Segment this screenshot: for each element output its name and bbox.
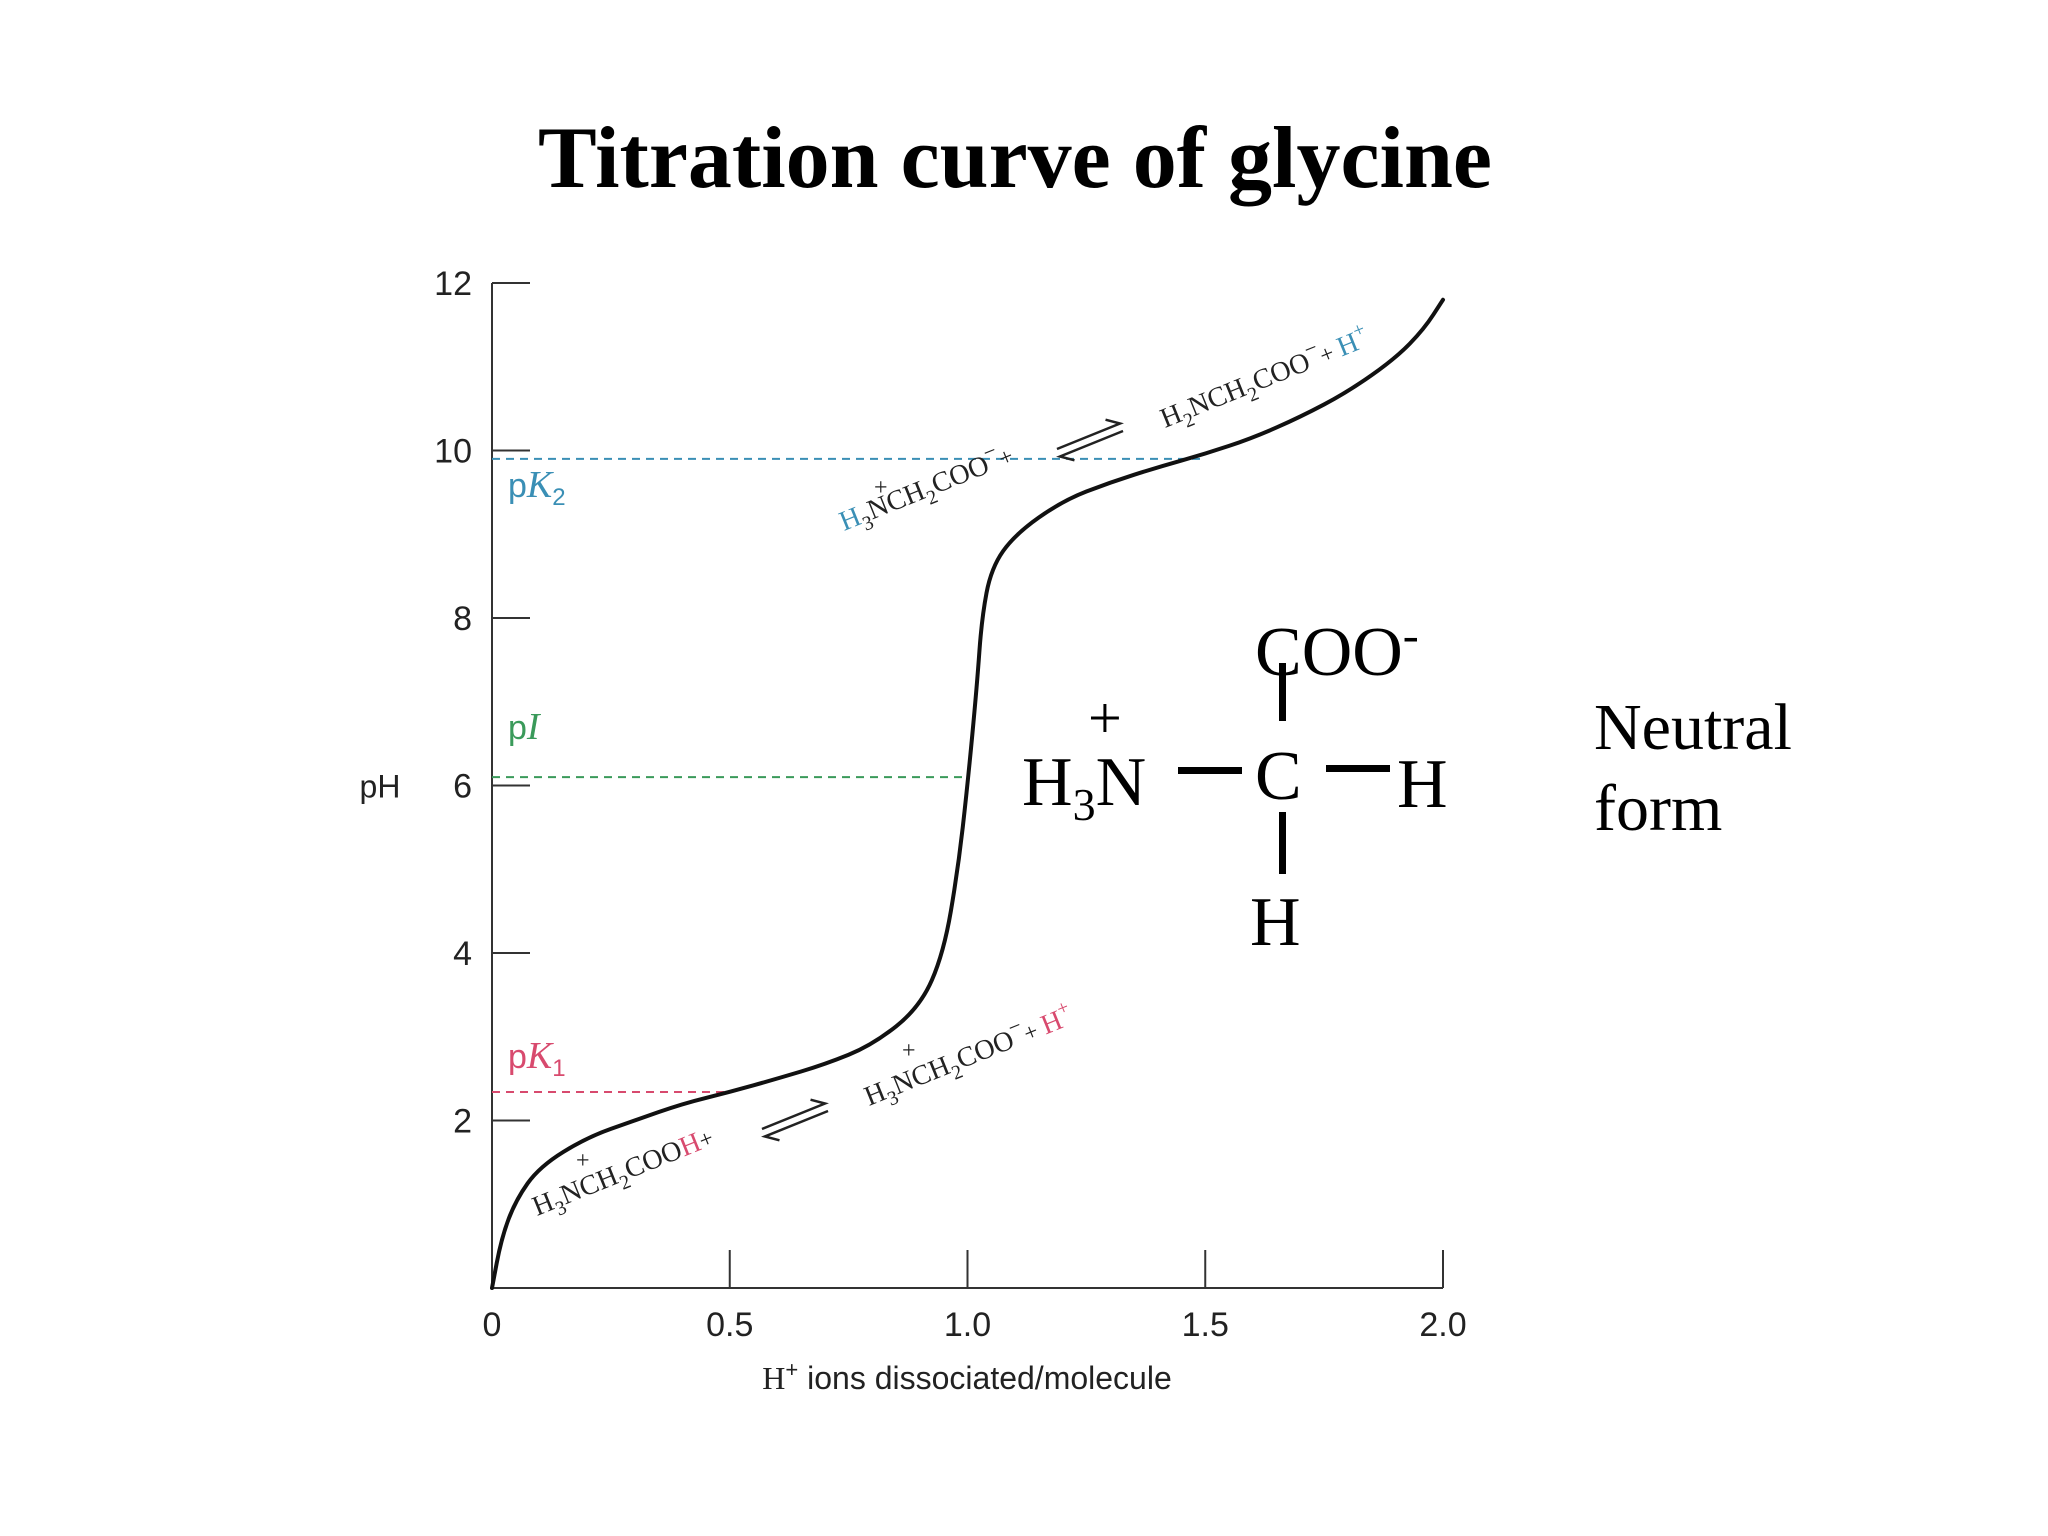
x-tick-label: 1.0 (944, 1306, 991, 1344)
annotation-plus-sign: + (902, 1038, 916, 1064)
y-tick-label: 8 (453, 600, 472, 638)
molecule-top-charge: - (1402, 609, 1419, 662)
ammonium-sub: 3 (1072, 779, 1096, 830)
slide-title: Titration curve of glycine (538, 110, 1492, 207)
molecule-ammonium: H3N (1022, 748, 1146, 828)
x-tick-label: 1.5 (1182, 1306, 1229, 1344)
reference-label: pK2 (508, 464, 566, 511)
ammonium-charge: + (1088, 685, 1122, 751)
reference-label: pI (508, 706, 542, 748)
annotation-zwitterion-k2: H3NCH2COO−+ (832, 432, 1020, 543)
molecule-top: COO (1255, 614, 1403, 691)
annotation-glycine-cation: H3NCH2COOH+ (528, 1122, 720, 1228)
arrow-stroke (1056, 429, 1124, 462)
ammonium-h: H (1022, 744, 1073, 821)
equilibrium-arrow-k1 (761, 1098, 829, 1142)
arrow-stroke (761, 1098, 829, 1131)
reference-label: pK1 (508, 1035, 566, 1082)
y-tick-label: 4 (453, 935, 472, 973)
molecule-center-carbon: C (1255, 738, 1302, 815)
titration-curve (490, 297, 1445, 1290)
bond-left (1178, 767, 1242, 774)
x-tick-label: 2.0 (1419, 1306, 1466, 1344)
bond-bottom (1279, 812, 1286, 874)
arrow-stroke (1056, 418, 1124, 451)
ammonium-n: N (1095, 744, 1147, 821)
molecule-right-h: H (1397, 746, 1448, 823)
bond-top (1279, 663, 1286, 721)
annotation-plus-sign: + (874, 475, 888, 501)
molecule-bottom-h: H (1250, 884, 1301, 961)
arrow-stroke (761, 1109, 829, 1142)
y-tick-label: 2 (453, 1103, 472, 1141)
bond-right (1326, 765, 1390, 772)
annotation-zwitterion-k1: H3NCH2COO−+ H+ (857, 993, 1080, 1118)
y-tick-label: 10 (434, 433, 472, 471)
y-tick-label: 6 (453, 768, 472, 806)
equilibrium-arrow-k2 (1056, 418, 1124, 462)
y-tick-label: 12 (434, 265, 472, 303)
annotation-plus-sign: + (576, 1148, 590, 1174)
neutral-form-label: Neutral form (1594, 691, 1792, 845)
x-tick-label: 0 (483, 1306, 502, 1344)
x-tick-label: 0.5 (706, 1306, 753, 1344)
molecule-carboxylate: COO- (1255, 612, 1419, 688)
y-axis-label: pH (360, 769, 401, 805)
annotation-glycine-anion: H2NCH2COO−+ H+ (1153, 315, 1376, 440)
x-axis-label: H+ ions dissociated/molecule (762, 1357, 1172, 1396)
